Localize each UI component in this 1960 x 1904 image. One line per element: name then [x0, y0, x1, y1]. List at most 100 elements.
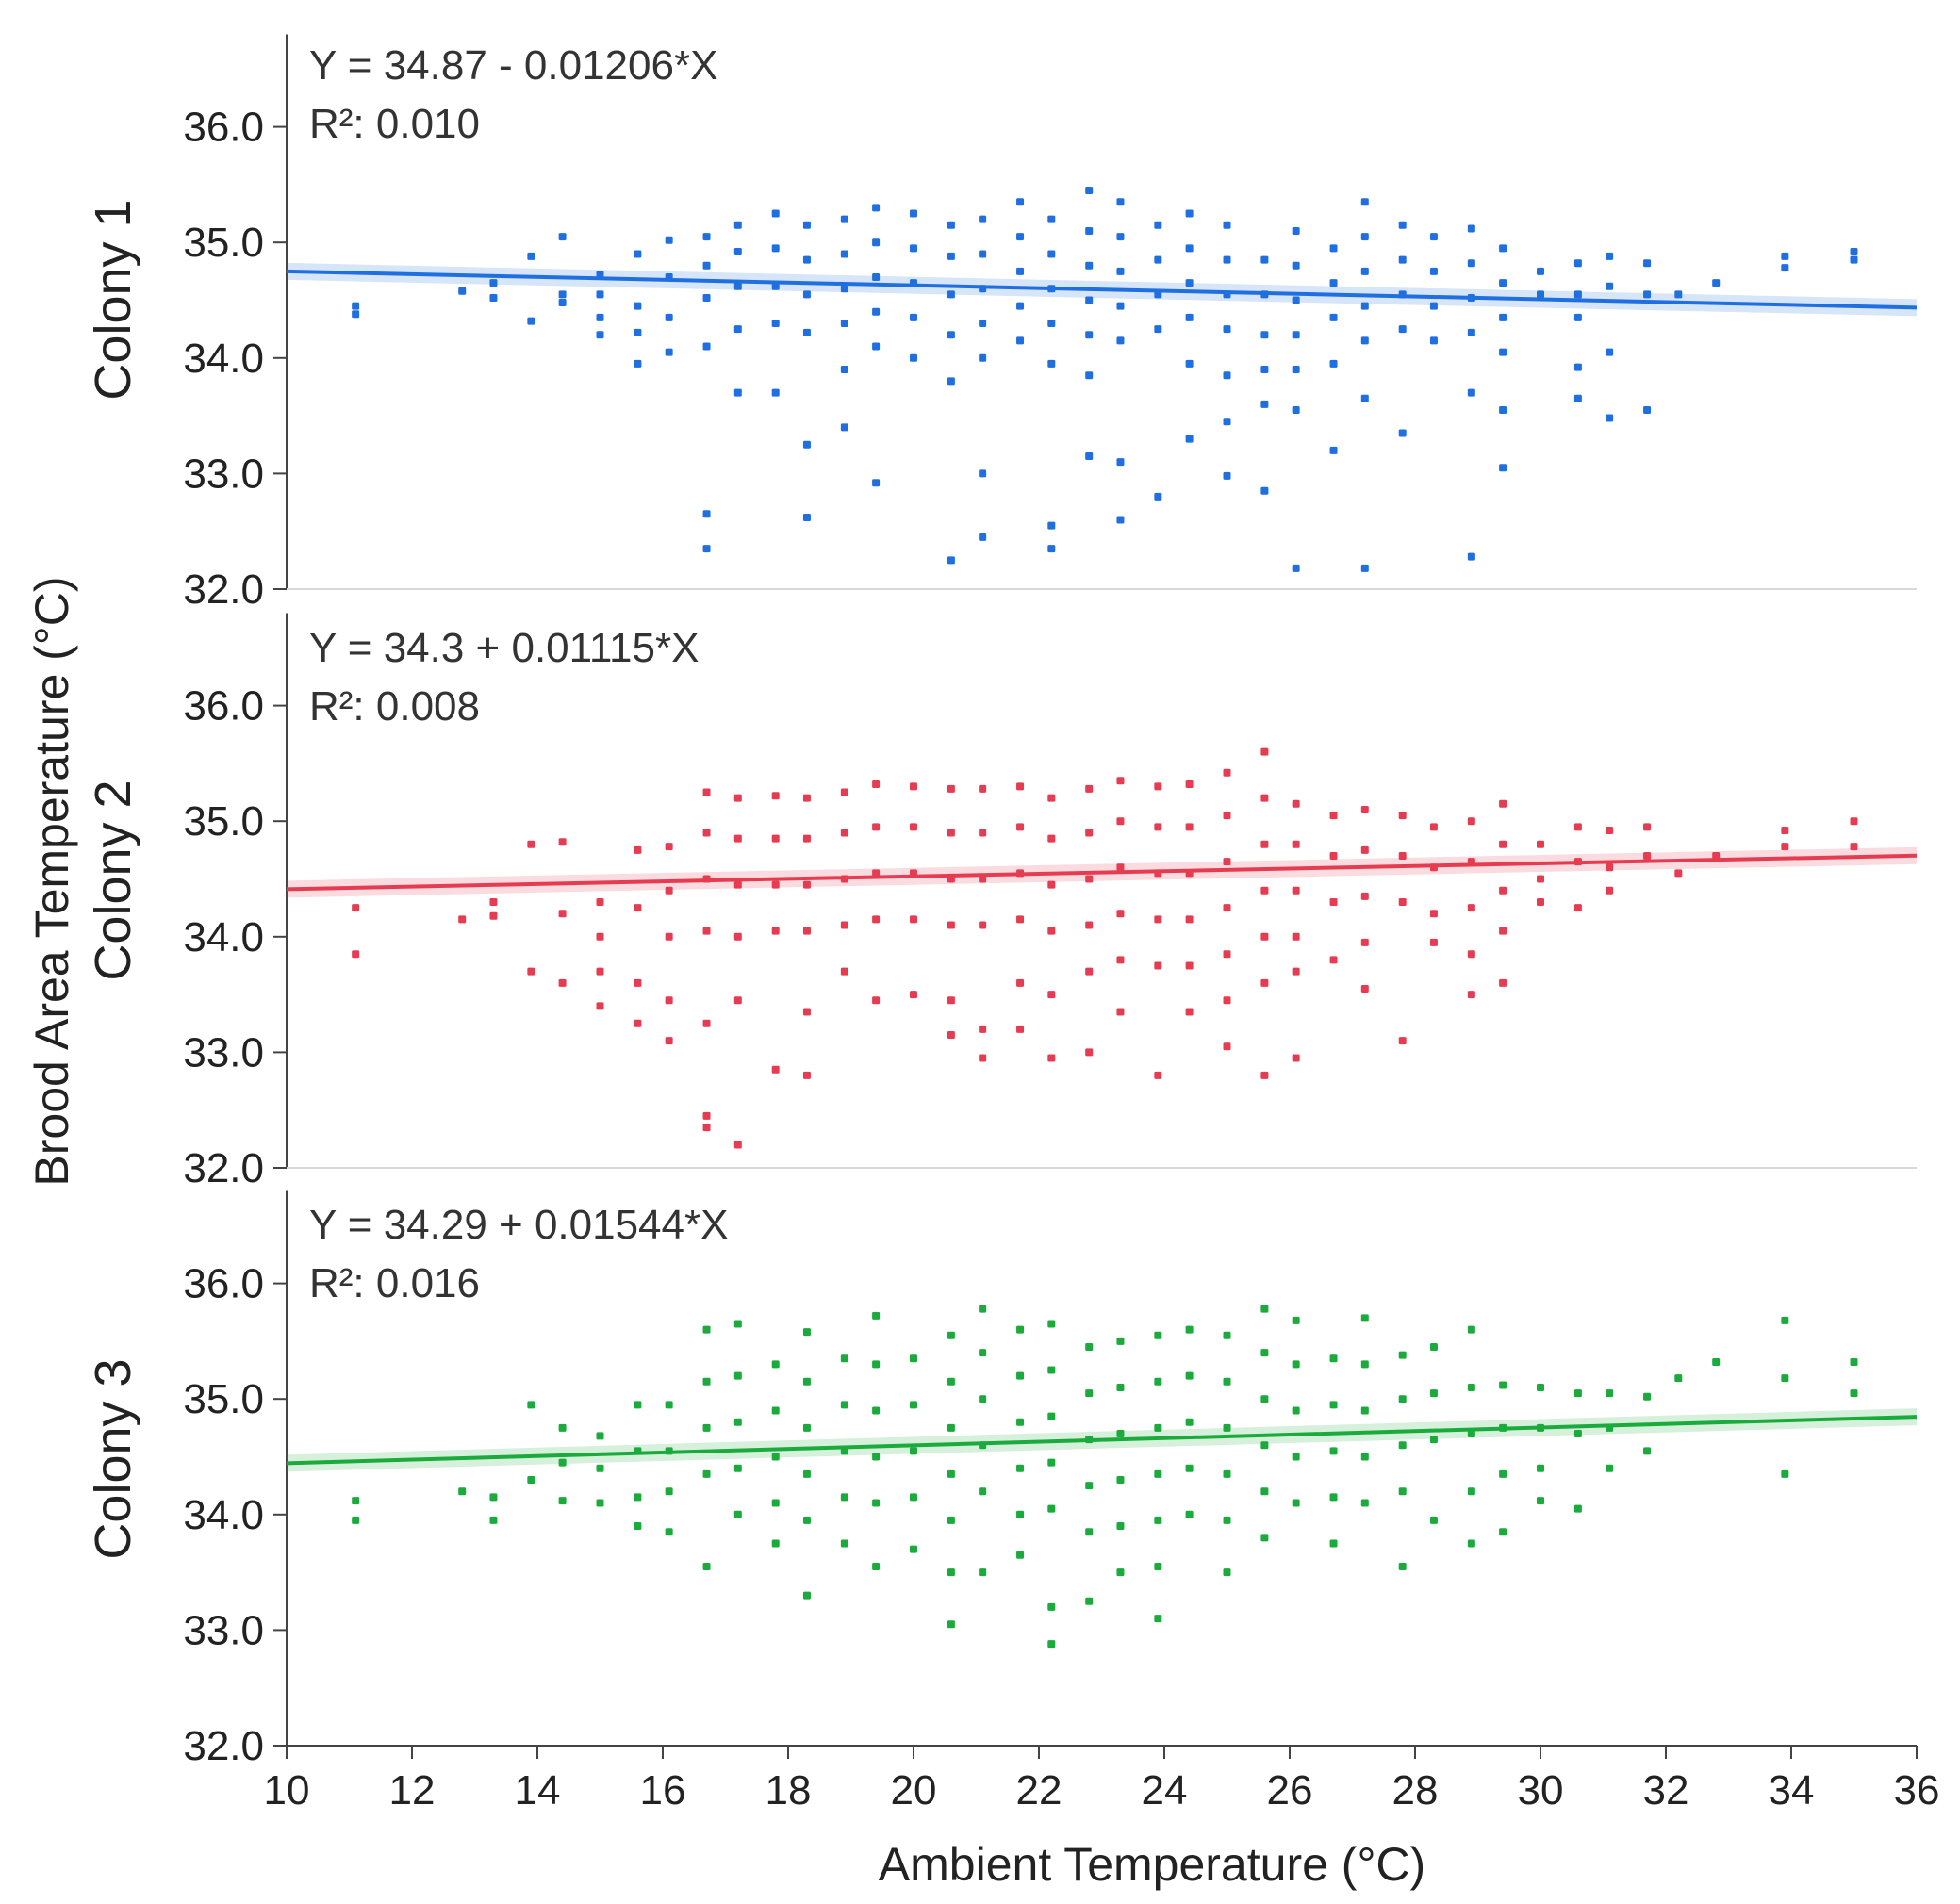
data-point: [1398, 898, 1407, 907]
data-point: [489, 1516, 498, 1524]
data-point: [872, 479, 881, 487]
data-point: [558, 1423, 567, 1432]
data-point: [872, 1311, 881, 1320]
data-point: [1643, 290, 1652, 299]
data-point: [840, 215, 848, 223]
r-squared-label: R²: 0.016: [309, 1260, 480, 1306]
data-point: [1223, 1331, 1231, 1339]
data-point: [1154, 1469, 1162, 1478]
data-point: [1116, 198, 1125, 206]
data-point: [802, 880, 811, 889]
data-point: [702, 294, 711, 303]
data-point: [771, 1065, 780, 1074]
data-point: [979, 1487, 987, 1496]
data-point: [665, 886, 673, 895]
data-point: [1085, 331, 1094, 339]
data-point: [1292, 1316, 1300, 1324]
data-point: [352, 904, 360, 912]
data-point: [1537, 1383, 1544, 1391]
data-point: [840, 1401, 848, 1409]
data-point: [1223, 418, 1231, 426]
data-point: [596, 967, 604, 976]
data-point: [910, 1493, 917, 1502]
data-point: [527, 967, 535, 976]
data-point: [634, 904, 642, 912]
data-point: [1429, 910, 1438, 918]
data-point: [596, 290, 604, 299]
data-point: [702, 261, 711, 270]
data-point: [771, 244, 780, 253]
scatter-series: [352, 1305, 1858, 1649]
data-point: [665, 1487, 673, 1496]
x-tick-label: 14: [515, 1767, 561, 1814]
data-point: [1606, 252, 1614, 260]
data-point: [1116, 1008, 1125, 1016]
data-point: [872, 307, 881, 316]
data-point: [1185, 359, 1194, 368]
data-point: [1185, 313, 1194, 321]
data-point: [1047, 521, 1056, 530]
data-point: [979, 353, 987, 362]
data-point: [1223, 1516, 1231, 1524]
data-point: [1292, 296, 1300, 304]
data-point: [840, 967, 848, 976]
data-point: [1154, 221, 1162, 229]
data-point: [979, 875, 987, 883]
data-point: [1116, 1383, 1125, 1391]
data-point: [1329, 244, 1338, 253]
data-point: [1467, 388, 1475, 397]
y-tick-label: 35.0: [183, 1376, 264, 1422]
data-point: [1499, 348, 1507, 356]
data-point: [1047, 880, 1056, 889]
data-point: [1499, 927, 1507, 935]
data-point: [1499, 886, 1507, 895]
data-point: [1016, 198, 1025, 206]
data-point: [1850, 255, 1858, 264]
data-point: [1016, 978, 1025, 987]
data-point: [910, 313, 917, 321]
data-point: [1047, 545, 1056, 553]
data-point: [1499, 1528, 1507, 1536]
data-point: [558, 298, 567, 306]
data-point: [1499, 405, 1507, 414]
data-point: [872, 915, 881, 924]
data-point: [1499, 279, 1507, 287]
data-point: [1116, 1429, 1125, 1437]
data-point: [1116, 777, 1125, 785]
data-point: [1223, 950, 1231, 959]
regression-line: [286, 853, 1918, 892]
data-point: [733, 282, 742, 290]
regression-line: [286, 1415, 1918, 1466]
data-point: [733, 880, 742, 889]
data-point: [802, 834, 811, 843]
data-point: [1047, 1366, 1056, 1374]
data-point: [1606, 827, 1614, 835]
data-point: [1674, 290, 1683, 299]
data-point: [802, 1469, 811, 1478]
data-point: [634, 302, 642, 310]
data-point: [1850, 843, 1858, 851]
data-point: [1850, 1357, 1858, 1366]
data-point: [840, 320, 848, 328]
data-point: [979, 533, 987, 541]
data-point: [1674, 869, 1683, 878]
data-point: [802, 1328, 811, 1337]
data-point: [702, 829, 711, 837]
data-point: [1154, 1331, 1162, 1339]
data-point: [1573, 363, 1582, 371]
data-point: [1292, 1054, 1300, 1062]
data-point: [910, 1545, 917, 1553]
y-tick-label: 34.0: [183, 1492, 264, 1538]
data-point: [1292, 1360, 1300, 1369]
data-point: [1467, 1429, 1475, 1437]
y-tick-label: 33.0: [183, 1607, 264, 1653]
data-point: [733, 1464, 742, 1472]
data-point: [1781, 252, 1789, 260]
data-point: [1429, 302, 1438, 310]
data-point: [1154, 1377, 1162, 1386]
data-point: [1223, 1377, 1231, 1386]
data-point: [665, 1401, 673, 1409]
x-axis: 10 12 14 16 18 20 22 24 26 28 30 32 34 36: [264, 1745, 1939, 1814]
data-point: [1047, 215, 1056, 223]
data-point: [1606, 1464, 1614, 1472]
